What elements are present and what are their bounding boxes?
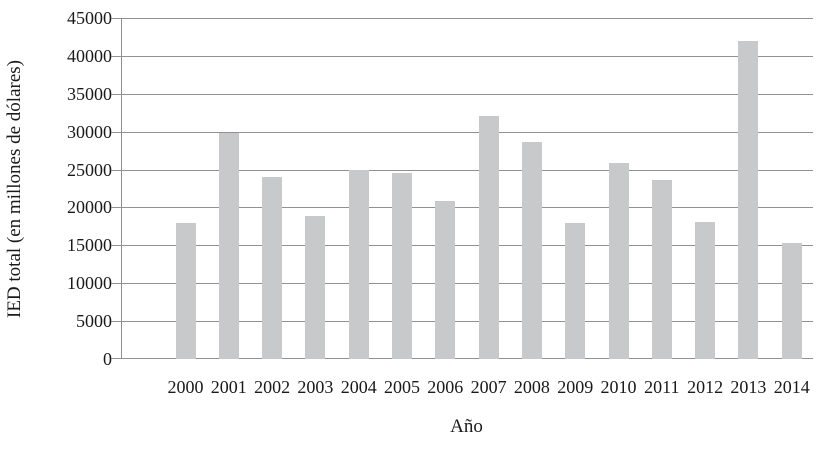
- gridline-y-5000: [111, 321, 813, 322]
- y-tick-label-20000: 20000: [67, 197, 112, 218]
- y-tick-label-5000: 5000: [76, 311, 112, 332]
- bar-2014: [781, 243, 802, 359]
- gridline-y-35000: [111, 94, 813, 95]
- gridline-y-45000: [111, 18, 813, 19]
- y-tick-label-30000: 30000: [67, 121, 112, 142]
- gridline-y-25000: [111, 170, 813, 171]
- gridline-y-0: [111, 358, 813, 359]
- x-tick-label-2000: 2000: [167, 377, 204, 397]
- y-tick-label-10000: 10000: [67, 273, 112, 294]
- x-tick-label-2010: 2010: [600, 377, 637, 397]
- gridline-y-10000: [111, 283, 813, 284]
- bar-2013: [738, 41, 759, 359]
- gridline-y-20000: [111, 207, 813, 208]
- bar-2000: [175, 223, 196, 359]
- x-tick-label-2006: 2006: [427, 377, 464, 397]
- x-tick-label-2003: 2003: [297, 377, 334, 397]
- bar-2010: [608, 163, 629, 359]
- x-tick-label-2005: 2005: [384, 377, 420, 397]
- bar-2007: [478, 116, 499, 359]
- bar-2005: [392, 173, 412, 359]
- bar-2004: [348, 170, 369, 359]
- y-tick-label-0: 0: [103, 349, 112, 369]
- plot-area: 0 5000 10000 15000 20000 25000 30000 35000 40000…: [67, 8, 813, 397]
- gridline-y-15000: [111, 245, 813, 246]
- x-tick-label-2009: 2009: [557, 377, 594, 397]
- x-tick-label-2012: 2012: [687, 377, 724, 397]
- y-tick-label-15000: 15000: [67, 235, 112, 256]
- x-axis-title: Año: [450, 416, 483, 437]
- gridline-y-40000: [111, 56, 813, 57]
- x-tick-label-2008: 2008: [513, 377, 550, 397]
- x-tick-label-2011: 2011: [644, 377, 680, 397]
- y-tick-label-45000: 45000: [67, 8, 112, 28]
- x-tick-label-2001: 2001: [210, 377, 247, 397]
- bar-2012: [695, 222, 716, 359]
- x-tick-label-2002: 2002: [254, 377, 291, 397]
- bar-2009: [565, 223, 586, 359]
- bar-2008: [521, 142, 542, 359]
- gridline-y-30000: [111, 132, 813, 133]
- y-tick-label-40000: 40000: [67, 45, 112, 66]
- x-tick-label-2014: 2014: [773, 377, 810, 397]
- x-tick-label-2007: 2007: [470, 377, 507, 397]
- bar-2002: [262, 177, 283, 359]
- bar-2006: [435, 201, 456, 359]
- bar-2003: [305, 216, 326, 359]
- x-tick-label-2013: 2013: [730, 377, 767, 397]
- x-tick-label-2004: 2004: [340, 377, 377, 397]
- y-axis-title: IED total (en millones de dólares): [4, 59, 25, 318]
- y-tick-label-35000: 35000: [67, 83, 112, 104]
- bar-2001: [218, 133, 239, 359]
- y-tick-label-25000: 25000: [67, 159, 112, 180]
- bar-2011: [651, 180, 672, 359]
